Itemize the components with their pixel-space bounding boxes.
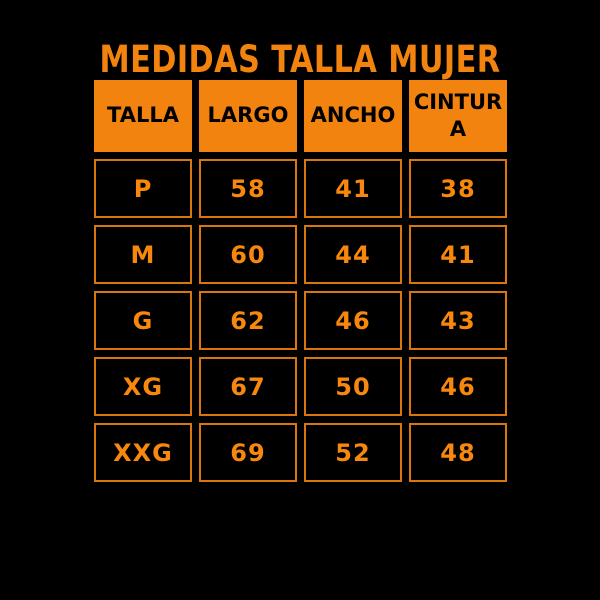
size-cell-xxg: XXG: [94, 423, 192, 482]
value-cell-xg-largo: 67: [199, 357, 297, 416]
value-cell-m-cintura: 41: [409, 225, 507, 284]
size-cell-g: G: [94, 291, 192, 350]
value-cell-g-cintura: 43: [409, 291, 507, 350]
size-cell-p: P: [94, 159, 192, 218]
value-cell-xxg-cintura: 48: [409, 423, 507, 482]
value-cell-p-largo: 58: [199, 159, 297, 218]
value-cell-m-largo: 60: [199, 225, 297, 284]
page-title: MEDIDAS TALLA MUJER: [99, 38, 501, 81]
size-cell-m: M: [94, 225, 192, 284]
value-cell-p-cintura: 38: [409, 159, 507, 218]
value-cell-xxg-largo: 69: [199, 423, 297, 482]
header-cell-talla: TALLA: [94, 80, 192, 152]
header-cell-ancho: ANCHO: [304, 80, 402, 152]
value-cell-g-largo: 62: [199, 291, 297, 350]
value-cell-xg-cintura: 46: [409, 357, 507, 416]
header-cell-largo: LARGO: [199, 80, 297, 152]
header-cell-cintura: CINTURA: [409, 80, 507, 152]
size-table: TALLA LARGO ANCHO CINTURA P 58 41 38 M 6…: [94, 80, 507, 482]
value-cell-g-ancho: 46: [304, 291, 402, 350]
value-cell-xxg-ancho: 52: [304, 423, 402, 482]
value-cell-xg-ancho: 50: [304, 357, 402, 416]
value-cell-m-ancho: 44: [304, 225, 402, 284]
size-cell-xg: XG: [94, 357, 192, 416]
value-cell-p-ancho: 41: [304, 159, 402, 218]
